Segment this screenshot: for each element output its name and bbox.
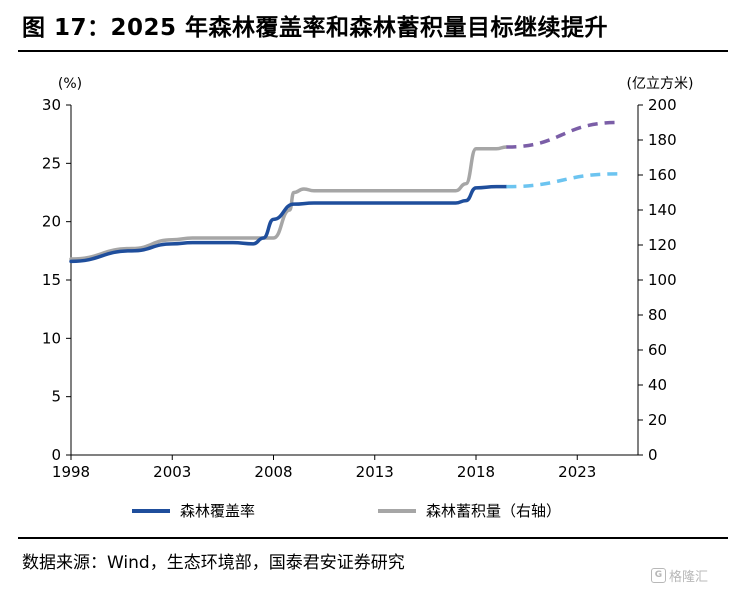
- series-line-4: [506, 120, 618, 149]
- right-axis-tick-label: 40: [648, 376, 667, 394]
- series-line-2: [69, 145, 509, 261]
- watermark-logo-icon: G: [651, 568, 666, 583]
- right-axis-unit: (亿立方米): [627, 76, 694, 92]
- right-axis-tick-label: 140: [648, 201, 677, 219]
- legend-label: 森林覆盖率: [180, 502, 255, 520]
- left-axis-tick-label: 0: [51, 446, 61, 464]
- left-axis-tick-label: 15: [42, 271, 61, 289]
- right-axis-tick-label: 180: [648, 131, 677, 149]
- left-axis-unit: (%): [58, 76, 82, 92]
- figure-title: 图 17：2025 年森林覆盖率和森林蓄积量目标继续提升: [22, 15, 609, 41]
- watermark-text: 格隆汇: [669, 570, 709, 585]
- left-axis-tick-label: 10: [42, 329, 61, 347]
- source-rule: [18, 537, 728, 539]
- x-axis-tick-label: 2003: [153, 463, 191, 481]
- axes: 0 5 10 15 20 25 30 0 20 40 60 80 100 120 140 160 180 200 1…: [42, 96, 677, 481]
- right-axis-tick-label: 20: [648, 411, 667, 429]
- right-axis-tick-label: 0: [648, 446, 658, 464]
- watermark: G 格隆汇: [651, 566, 708, 585]
- x-axis-tick-label: 2018: [457, 463, 495, 481]
- right-axis-tick-label: 120: [648, 236, 677, 254]
- chart: (%) (亿立方米) 0 5 10 15 20 25 30 0 20 40 60 80 100 120 14…: [42, 76, 694, 520]
- right-axis-tick-label: 100: [648, 271, 677, 289]
- title-rule: [18, 50, 728, 52]
- x-axis-tick-label: 2023: [558, 463, 596, 481]
- x-axis-tick-label: 1998: [52, 463, 90, 481]
- x-axis-tick-label: 2013: [356, 463, 394, 481]
- right-axis-tick-label: 160: [648, 166, 677, 184]
- series-line-3: [506, 172, 618, 189]
- data-source: 数据来源：Wind，生态环境部，国泰君安证券研究: [22, 553, 405, 573]
- series-line-1: [69, 184, 509, 264]
- left-axis-tick-label: 30: [42, 96, 61, 114]
- left-axis-tick-label: 25: [42, 154, 61, 172]
- x-axis-tick-label: 2008: [254, 463, 292, 481]
- legend-label: 森林蓄积量（右轴）: [426, 502, 561, 520]
- legend: 森林覆盖率 森林蓄积量（右轴）: [132, 502, 561, 520]
- right-axis-tick-label: 80: [648, 306, 667, 324]
- left-axis-tick-label: 20: [42, 213, 61, 231]
- right-axis-tick-label: 200: [648, 96, 677, 114]
- series-layer: [69, 120, 618, 264]
- left-axis-tick-label: 5: [51, 388, 61, 406]
- right-axis-tick-label: 60: [648, 341, 667, 359]
